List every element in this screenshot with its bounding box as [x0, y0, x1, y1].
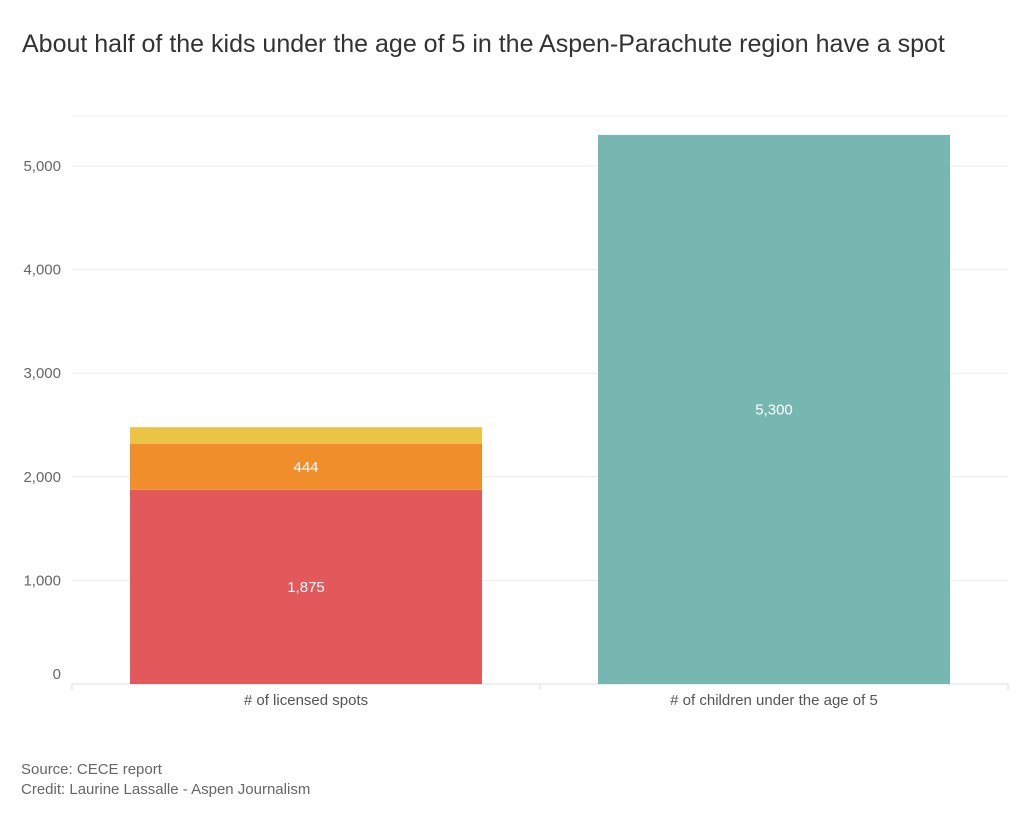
x-tick-label: # of children under the age of 5 — [670, 692, 878, 709]
bar-segment — [130, 427, 482, 444]
credit-note: Credit: Laurine Lassalle - Aspen Journal… — [21, 781, 311, 798]
y-tick-label: 0 — [53, 666, 61, 683]
source-note: Source: CECE report — [21, 761, 162, 778]
y-tick-label: 3,000 — [23, 365, 61, 382]
data-label: 5,300 — [755, 401, 793, 418]
y-tick-label: 5,000 — [23, 158, 61, 175]
bar-segment — [130, 489, 482, 684]
x-tick-label: # of licensed spots — [244, 692, 368, 709]
bar-segment — [130, 443, 482, 490]
y-tick-label: 4,000 — [23, 262, 61, 279]
chart-title: About half of the kids under the age of … — [22, 30, 945, 58]
y-tick-label: 2,000 — [23, 469, 61, 486]
bar-segment — [598, 134, 950, 685]
data-label: 1,875 — [287, 579, 325, 596]
data-label: 444 — [293, 459, 318, 476]
y-tick-label: 1,000 — [23, 572, 61, 589]
